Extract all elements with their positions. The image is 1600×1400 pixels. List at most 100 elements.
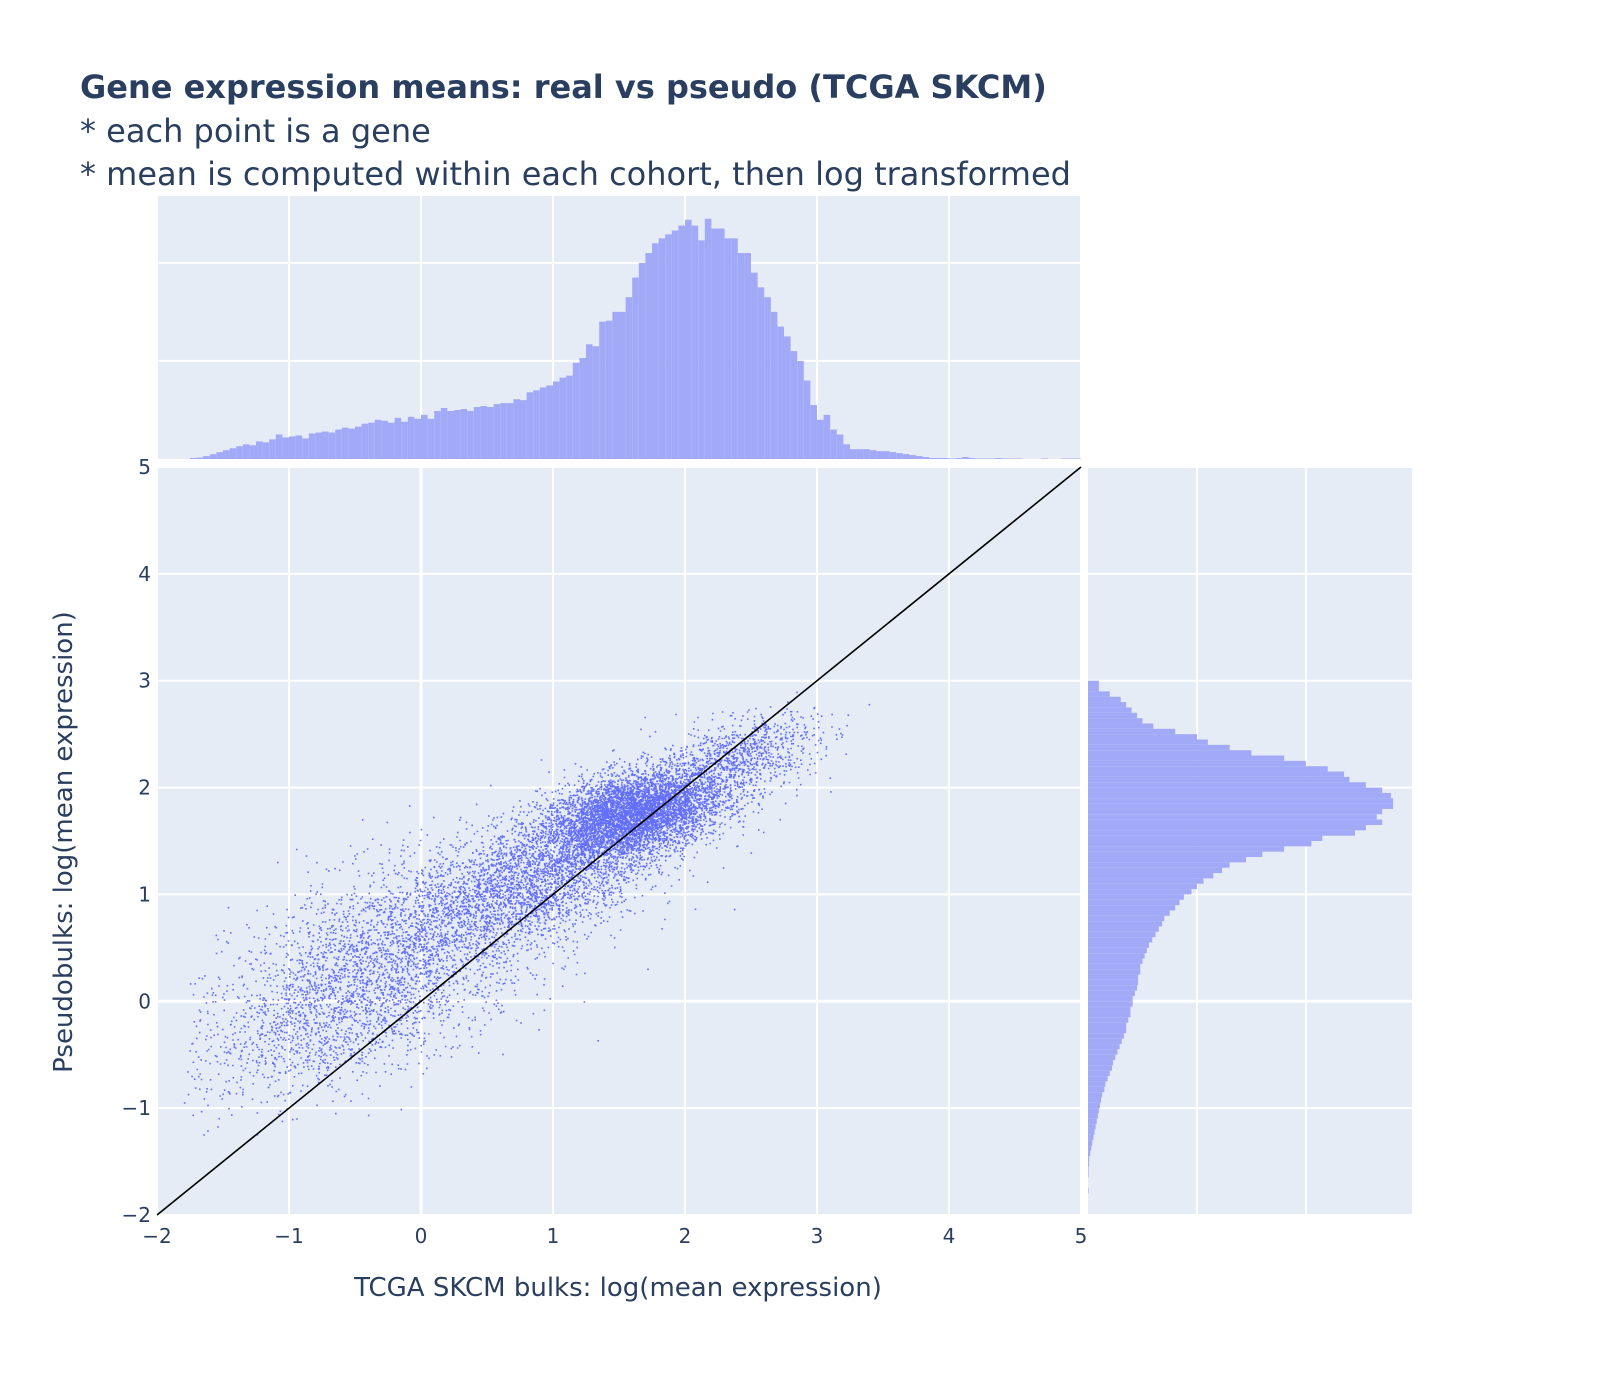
top-histogram-bar	[388, 422, 395, 459]
right-histogram-bar	[1088, 985, 1138, 991]
scatter-point-markers	[183, 691, 871, 1136]
x-tick-label: 1	[547, 1224, 560, 1248]
right-histogram-bar	[1088, 787, 1383, 793]
right-histogram-bar	[1088, 947, 1147, 954]
top-histogram-bar	[869, 450, 877, 459]
top-histogram-bar	[553, 381, 560, 459]
top-histogram-bar	[790, 351, 798, 459]
top-histogram-bar	[500, 403, 507, 459]
top-histogram-bar	[731, 238, 738, 459]
right-histogram-bar	[1088, 702, 1127, 708]
top-histogram-bar	[203, 456, 210, 459]
right-histogram-bar	[1088, 1086, 1105, 1093]
right-histogram-bar	[1088, 889, 1192, 895]
top-histogram-bar	[348, 428, 355, 459]
top-histogram-bar	[289, 436, 296, 459]
right-histogram-bar	[1088, 1017, 1129, 1023]
top-histogram-bar	[883, 451, 890, 459]
top-histogram-bar	[190, 458, 197, 459]
top-histogram-bar	[328, 432, 336, 459]
y-tick-label: 0	[138, 989, 151, 1013]
right-histogram-bar	[1088, 995, 1133, 1002]
top-histogram-bar	[374, 419, 382, 459]
top-histogram-bar	[447, 410, 454, 459]
right-histogram-bar	[1088, 867, 1223, 874]
top-histogram-bar	[335, 429, 342, 459]
top-histogram-bar	[896, 453, 903, 459]
top-histogram-bar	[262, 442, 270, 459]
right-histogram-bar	[1088, 1129, 1095, 1135]
y-axis-label: Pseudobulks: log(mean expression)	[49, 611, 79, 1073]
right-histogram-bar	[1088, 1140, 1093, 1146]
right-histogram-bar	[1088, 979, 1139, 986]
top-histogram-bar	[460, 408, 468, 459]
top-histogram-bar	[414, 418, 421, 459]
right-histogram-bar	[1088, 963, 1141, 970]
right-histogram-bar	[1088, 878, 1204, 884]
top-histogram-bar	[678, 225, 685, 459]
top-histogram-bar	[850, 449, 857, 459]
top-histogram-bar	[968, 458, 976, 459]
top-histogram-bar	[902, 454, 910, 459]
right-histogram-bar	[1088, 1028, 1127, 1034]
top-histogram-bar	[632, 277, 639, 459]
right-histogram-bar	[1088, 696, 1121, 703]
top-histogram-bar	[797, 360, 804, 459]
top-histogram-bar	[935, 458, 943, 459]
right-histogram-bar	[1088, 808, 1383, 815]
top-histogram-bar	[467, 410, 474, 459]
right-histogram-bar	[1088, 819, 1383, 825]
right-histogram-bar	[1088, 707, 1132, 713]
top-histogram-bar	[665, 234, 672, 459]
top-histogram-bar	[216, 452, 223, 459]
right-histogram-bar	[1088, 691, 1110, 697]
right-histogram-bar	[1088, 851, 1263, 858]
right-histogram-bar	[1088, 862, 1230, 868]
right-histogram-bar	[1088, 1022, 1127, 1028]
right-histogram-bar	[1088, 1011, 1131, 1018]
top-histogram-bar	[533, 390, 540, 459]
right-histogram-bar	[1088, 873, 1214, 879]
right-histogram-bar	[1088, 931, 1156, 938]
top-histogram-bar	[520, 400, 527, 459]
top-histogram-bar	[876, 451, 883, 459]
top-histogram-bar	[929, 458, 936, 459]
right-histogram-bar	[1088, 974, 1139, 980]
top-histogram-bar	[236, 446, 243, 459]
top-histogram-bar	[784, 336, 791, 459]
top-histogram-bar	[427, 418, 435, 459]
right-histogram-bar	[1088, 1188, 1089, 1194]
x-tick-label: 2	[679, 1224, 692, 1248]
right-histogram-bar	[1088, 1060, 1114, 1066]
right-histogram-bar	[1088, 953, 1145, 959]
right-histogram-bar	[1088, 841, 1312, 847]
top-histogram-bar	[619, 311, 626, 459]
right-histogram-bar	[1088, 686, 1099, 692]
right-histogram-bar	[1088, 1156, 1090, 1162]
right-histogram-bar	[1088, 1049, 1118, 1055]
right-histogram-bar	[1088, 942, 1150, 948]
scatter-points	[183, 691, 871, 1136]
top-histogram-bar	[652, 243, 659, 459]
top-histogram-bar	[744, 253, 751, 459]
right-histogram-bar	[1088, 1118, 1097, 1125]
top-histogram-bar	[407, 416, 415, 459]
top-histogram-bar	[269, 439, 276, 459]
right-histogram-bar	[1088, 1033, 1124, 1039]
top-histogram-bar	[691, 225, 699, 459]
x-tick-label: 3	[811, 1224, 824, 1248]
right-histogram-bar	[1088, 1150, 1091, 1157]
top-histogram-bar	[487, 407, 494, 459]
top-histogram-bar	[922, 457, 930, 459]
right-histogram-bar	[1088, 1113, 1098, 1119]
top-histogram-bar	[843, 444, 850, 459]
top-histogram-bar	[658, 238, 666, 459]
right-histogram-bar	[1088, 1001, 1133, 1007]
y-tick-label: 1	[138, 882, 151, 906]
top-histogram-bar	[302, 438, 309, 459]
right-histogram-bar	[1088, 937, 1153, 943]
right-histogram-bar	[1088, 990, 1135, 996]
top-histogram-bar	[229, 448, 237, 459]
top-histogram-bar	[572, 362, 580, 459]
